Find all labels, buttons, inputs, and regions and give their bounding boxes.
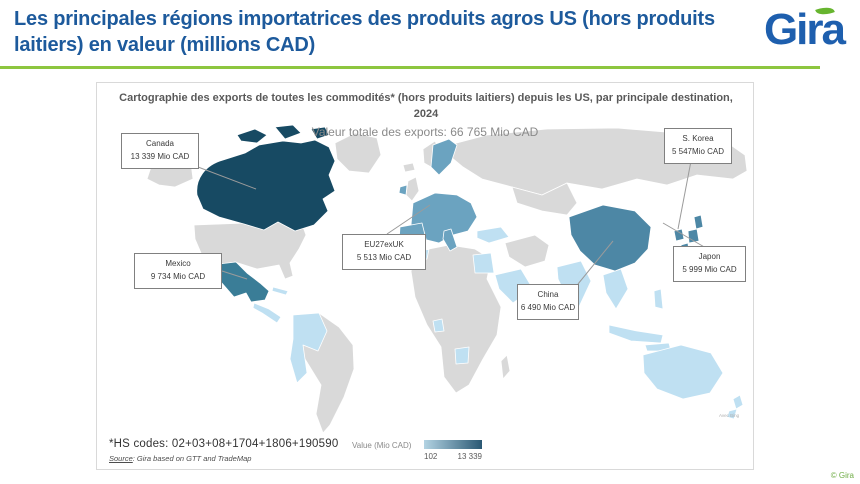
gira-logo-text: Gira [763,5,846,54]
leader-japan [662,222,707,249]
leader-china [577,240,614,285]
callout-canada: Canada 13 339 Mio CAD [121,133,199,169]
callout-skorea-name: S. Korea [682,134,714,143]
legend-label: Value (Mio CAD) [352,441,412,450]
leader-canada [197,166,257,190]
map-chart-panel: Cartographie des exports de toutes les c… [96,82,754,470]
callout-eu27exuk-name: EU27exUK [364,240,404,249]
callout-china: China 6 490 Mio CAD [517,284,579,320]
country-cuba [271,286,289,296]
callout-mexico-value: 9 734 Mio CAD [150,271,206,281]
callout-canada-value: 13 339 Mio CAD [130,151,190,161]
callout-eu27exuk-value: 5 513 Mio CAD [356,252,412,262]
footnote-hs-codes: *HS codes: 02+03+08+1704+1806+190590 [109,438,339,450]
country-new-zealand-2 [726,408,738,420]
footnote-source-word: Source [109,454,133,463]
country-china [568,204,652,272]
legend-max-value: 13 339 [457,452,482,461]
country-new-zealand-1 [732,394,744,410]
callout-china-value: 6 490 Mio CAD [520,302,576,312]
region-central-america [252,302,282,324]
legend-gradient-bar [424,440,482,449]
footnote-source: Source: Gira based on GTT and TradeMap [109,454,251,463]
region-indochina [602,268,629,310]
country-japan-1 [693,214,704,230]
page-title: Les principales régions importatrices de… [14,8,715,56]
country-turkey [476,226,510,244]
country-madagascar [500,354,511,380]
callout-japan-name: Japon [698,252,721,261]
country-italy [442,228,458,252]
callout-china-name: China [537,290,559,299]
country-australia [642,344,724,400]
region-middle-east [504,234,550,268]
title-underline [0,66,820,69]
canada-arctic-island-1 [236,128,268,144]
canada-arctic-island-3 [310,126,330,140]
callout-skorea: S. Korea 5 547Mio CAD [664,128,732,164]
callout-leader-lines [197,160,707,285]
copyright-notice: © Gira [830,471,854,480]
country-iceland [402,162,416,173]
country-south-korea [673,228,685,242]
legend-min-value: 102 [424,452,438,461]
callout-eu27exuk: EU27exUK 5 513 Mio CAD [342,234,426,270]
gira-logo: Gira [763,4,846,54]
leader-eu [386,204,431,235]
callout-skorea-value: 5 547Mio CAD [671,146,725,156]
callout-japan: Japon 5 999 Mio CAD [673,246,746,282]
canada-arctic-island-2 [274,124,302,140]
country-ireland [398,184,408,196]
leader-mexico [221,270,248,280]
chart-title: Cartographie des exports de toutes les c… [119,92,733,120]
region-indonesia-1 [608,324,664,344]
callout-japan-value: 5 999 Mio CAD [682,264,737,274]
country-angola [454,346,470,365]
footnote-source-rest: : Gira based on GTT and TradeMap [132,454,252,463]
callout-mexico-name: Mexico [165,259,191,268]
chart-subtitle: Valeur totale des exports: 66 765 Mio CA… [311,125,539,139]
leader-korea [677,160,692,230]
country-philippines [653,288,664,310]
callout-canada-name: Canada [145,139,175,148]
region-scandinavia-eu [430,138,458,176]
country-egypt [472,252,495,274]
country-greenland [334,132,382,174]
map-attribution: Avec Bing [719,413,740,418]
country-ghana [432,318,445,333]
region-central-asia [511,182,578,216]
country-canada [196,139,336,232]
country-uk [405,176,420,202]
callout-mexico: Mexico 9 734 Mio CAD [134,253,222,289]
region-andean-south-america [289,312,328,384]
